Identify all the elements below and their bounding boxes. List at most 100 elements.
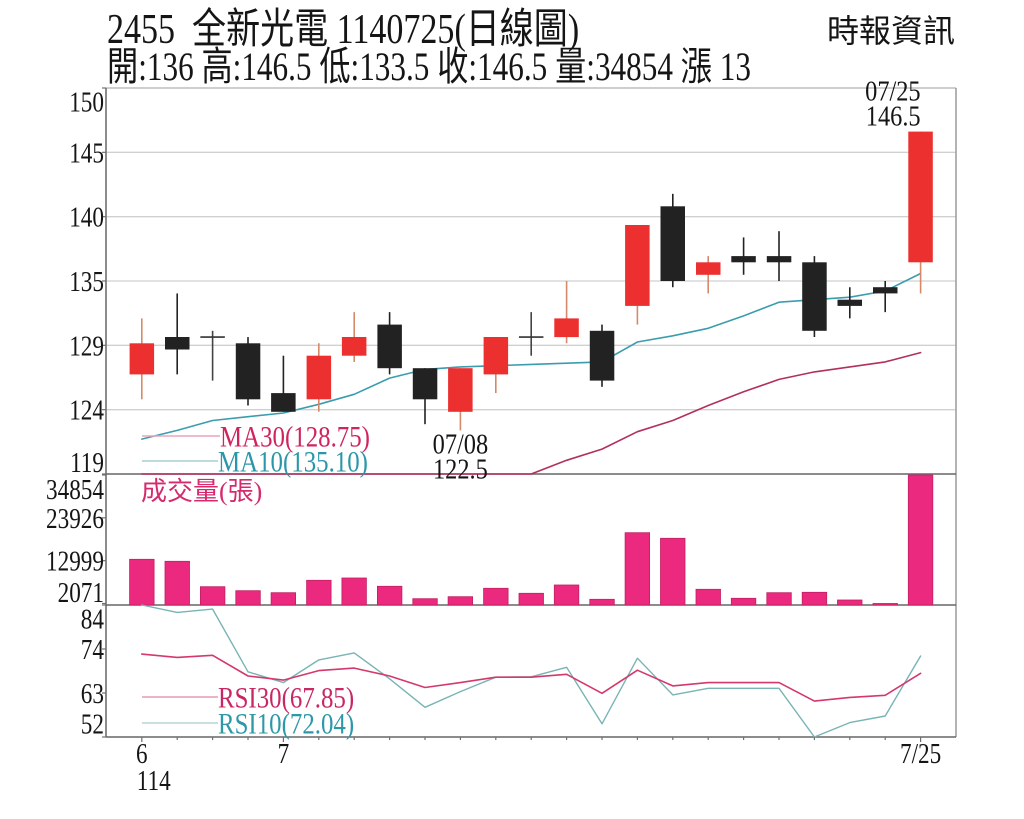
candle-body <box>271 393 296 412</box>
volume-bar <box>907 474 934 606</box>
source-label: 時報資訊 <box>827 12 956 50</box>
x-axis-label: 7/25 <box>900 738 941 770</box>
candle-body <box>625 225 650 306</box>
candle-body <box>908 131 933 263</box>
candle-body <box>129 343 155 375</box>
candle <box>306 343 332 412</box>
volume-axis-label: 34854 <box>46 474 104 506</box>
rsi10-legend-label: RSI10(72.04) <box>218 706 354 740</box>
candle <box>660 193 685 288</box>
price-axis-label: 135 <box>69 266 104 298</box>
volume-bar <box>837 599 863 606</box>
ma30-legend-label: MA30(128.75) <box>220 419 370 453</box>
annotation-date: 07/25 <box>865 75 920 107</box>
candle-body <box>483 337 509 375</box>
candle-body <box>696 262 721 275</box>
candle-body <box>802 262 827 331</box>
ohlc-summary: 開:136 高:146.5 低:133.5 收:146.5 量:34854 漲 … <box>107 44 751 89</box>
candlesticks <box>129 131 933 431</box>
candle-body <box>306 355 332 400</box>
volume-bar <box>518 592 544 606</box>
volume-bar <box>553 584 580 606</box>
x-axis-label: 7 <box>278 738 290 770</box>
candle-body <box>341 337 367 356</box>
ma10-legend-label: MA10(135.10) <box>218 444 368 478</box>
rsi-axis-label: 74 <box>81 634 104 666</box>
rsi-panel: RSI30(67.85)RSI10(72.04) <box>141 604 922 740</box>
price-axis-label: 145 <box>69 137 104 169</box>
price-axis-label: 124 <box>69 394 104 426</box>
candle-body <box>660 206 685 281</box>
volume-bar <box>270 592 297 606</box>
annotation-price: 146.5 <box>866 100 921 132</box>
candle <box>908 131 933 294</box>
candle <box>200 330 225 381</box>
candle-body <box>235 343 261 400</box>
candle-body <box>766 256 792 263</box>
candle <box>766 231 792 281</box>
volume-bar <box>483 587 509 606</box>
candle <box>377 312 402 375</box>
volume-bar <box>235 590 261 606</box>
candle <box>271 355 296 412</box>
candle <box>554 281 579 344</box>
volume-bar <box>412 598 438 606</box>
chart-title: 2455 全新光電 1140725(日線圖) <box>107 7 580 53</box>
volume-bar <box>730 597 757 606</box>
volume-panel: 成交量(張) <box>129 474 934 606</box>
price-legend: MA30(128.75)MA10(135.10) <box>142 419 370 478</box>
candle-body <box>412 368 438 400</box>
volume-bar <box>695 588 721 606</box>
volume-bar <box>766 592 792 606</box>
rsi-axis-label: 52 <box>81 708 104 740</box>
candle-body <box>837 299 862 306</box>
volume-bar <box>801 591 828 606</box>
ma10-line <box>141 272 922 440</box>
candle-body <box>589 330 615 381</box>
price-axis-label: 140 <box>69 201 104 233</box>
candle <box>483 337 509 394</box>
candle <box>165 293 190 375</box>
rsi30-line <box>141 653 922 702</box>
candle-body <box>873 287 898 294</box>
x-axis-year-label: 114 <box>137 765 171 797</box>
volume-bar <box>341 577 367 606</box>
volume-bar <box>164 560 190 606</box>
price-axis-label: 129 <box>69 330 104 362</box>
price-gridlines <box>106 151 956 411</box>
candle <box>837 287 862 319</box>
candle <box>235 337 261 406</box>
candle <box>731 237 756 275</box>
candle <box>518 312 544 356</box>
candle <box>589 324 615 387</box>
volume-bar <box>199 586 226 606</box>
candle <box>129 318 155 400</box>
volume-bar <box>589 598 615 606</box>
annotation-date: 07/08 <box>433 427 488 459</box>
chart-frame <box>105 87 957 738</box>
ma30-line <box>141 351 922 475</box>
moving-averages <box>141 272 922 475</box>
volume-bar <box>376 585 403 606</box>
candle-body <box>165 337 190 350</box>
candle <box>412 368 438 425</box>
volume-axis-label: 2071 <box>58 577 104 609</box>
volume-bar <box>872 603 898 606</box>
rsi30-legend-label: RSI30(67.85) <box>218 680 354 714</box>
price-axis-label: 119 <box>70 447 104 479</box>
candle-body <box>448 368 473 412</box>
volume-axis-label: 23926 <box>46 502 104 534</box>
candle-body <box>554 318 579 338</box>
volume-bar <box>447 596 474 606</box>
candle <box>696 256 721 294</box>
candle <box>341 312 367 362</box>
volume-bar <box>129 558 155 606</box>
volume-bar <box>624 532 650 606</box>
rsi-axis-label: 84 <box>81 603 104 635</box>
rsi-axis-label: 63 <box>81 678 104 710</box>
candle-body <box>377 324 402 369</box>
